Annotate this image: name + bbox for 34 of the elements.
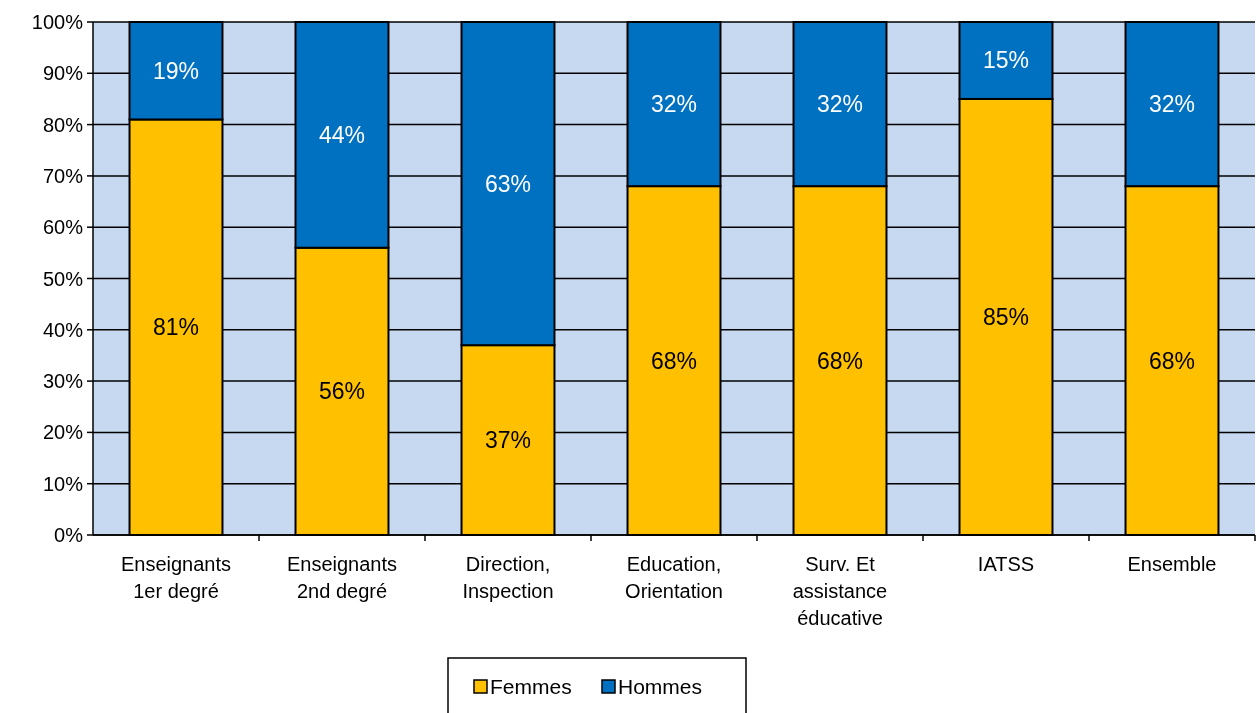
y-tick-label: 70%: [42, 164, 84, 187]
legend-label: Femmes: [490, 675, 572, 698]
x-tick-label: Direction, Inspection: [462, 553, 554, 602]
data-label: 37%: [484, 427, 532, 454]
x-tick-label: Ensemble: [1127, 553, 1217, 575]
x-tick-label: IATSS: [977, 553, 1035, 575]
y-tick-label: 50%: [42, 267, 84, 290]
y-tick-label: 20%: [42, 421, 84, 444]
data-label: 63%: [484, 170, 532, 197]
y-tick-label: 10%: [42, 472, 84, 495]
data-label: 44%: [318, 121, 366, 148]
x-tick-label: Enseignants 2nd degré: [286, 553, 398, 602]
data-label: 19%: [152, 57, 200, 84]
data-label: 32%: [1148, 91, 1196, 118]
data-label: 68%: [816, 347, 864, 374]
data-label: 56%: [318, 378, 366, 405]
x-tick-label: Enseignants 1er degré: [120, 553, 232, 602]
data-label: 81%: [152, 314, 200, 341]
y-tick-label: 60%: [42, 216, 84, 239]
legend-label: Hommes: [618, 675, 703, 698]
data-label: 68%: [650, 347, 698, 374]
data-label: 85%: [982, 303, 1030, 330]
data-label: 32%: [816, 91, 864, 118]
y-tick-label: 0%: [54, 524, 84, 546]
data-label: 32%: [650, 91, 698, 118]
y-tick-label: 40%: [42, 318, 84, 341]
data-label: 15%: [982, 47, 1030, 74]
y-tick-label: 30%: [42, 370, 84, 393]
x-tick-label: Surv. Et assistance éducative: [792, 553, 888, 629]
y-tick-label: 90%: [42, 62, 84, 85]
y-tick-label: 80%: [42, 113, 84, 136]
x-tick-label: Education, Orientation: [625, 553, 723, 602]
y-tick-label: 100%: [31, 11, 84, 33]
data-label: 68%: [1148, 347, 1196, 374]
